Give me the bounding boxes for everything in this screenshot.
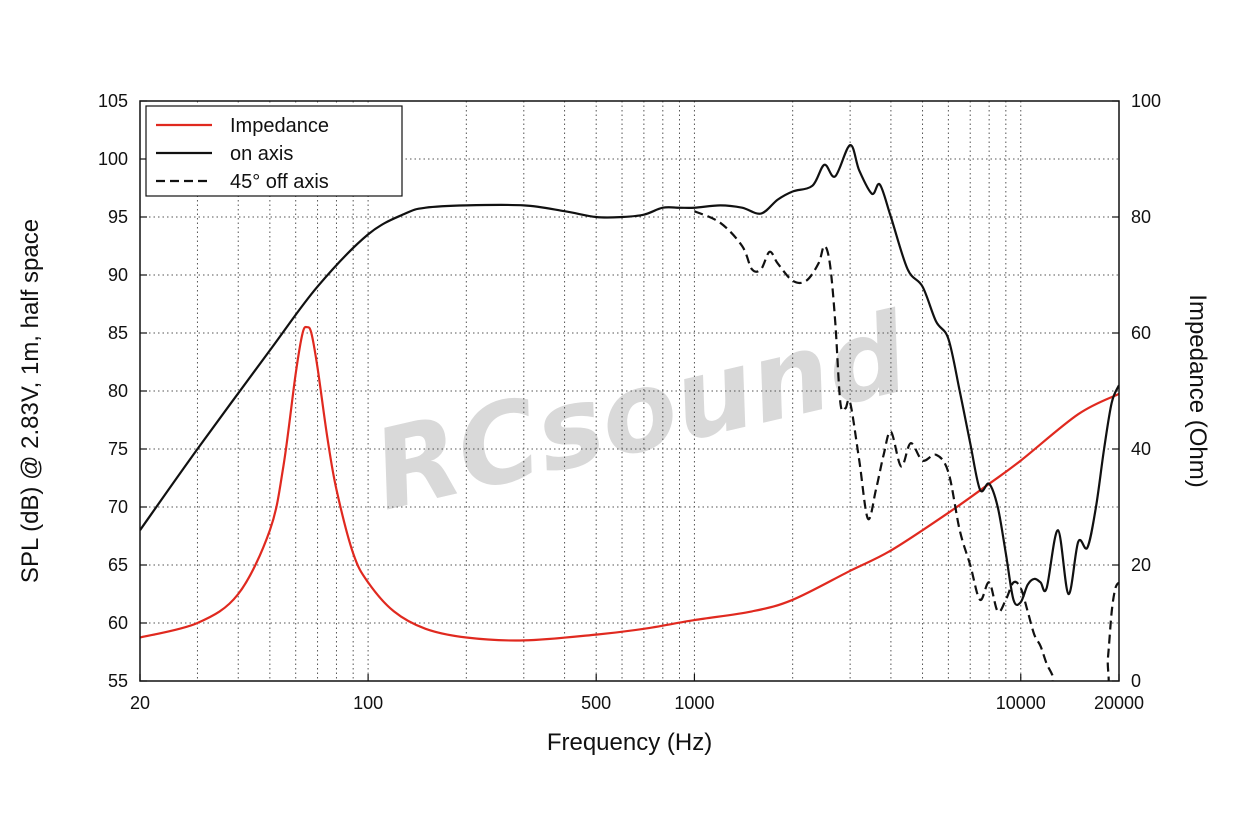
x-tick-label-0: 20: [130, 693, 150, 713]
y-tick-label-8: 65: [108, 555, 128, 575]
legend-label-2: 45° off axis: [230, 171, 329, 193]
y-tick-label-1: 100: [98, 149, 128, 169]
x-tick-label-1: 100: [353, 693, 383, 713]
x-tick-label-4: 10000: [996, 693, 1046, 713]
legend-label-0: Impedance: [230, 115, 329, 137]
series-line-2: [693, 210, 1119, 681]
plot-lines: [140, 143, 1119, 681]
y-tick-label-10: 55: [108, 671, 128, 691]
y2-tick-label-4: 20: [1131, 555, 1151, 575]
legend-label-1: on axis: [230, 143, 293, 165]
watermark-text: RCsound: [362, 288, 920, 535]
y-tick-label-4: 85: [108, 323, 128, 343]
watermark: RCsound: [362, 288, 920, 535]
y2-tick-label-1: 80: [1131, 207, 1151, 227]
y-tick-label-0: 105: [98, 91, 128, 111]
x-tick-label-3: 1000: [674, 693, 714, 713]
y2-tick-label-3: 40: [1131, 439, 1151, 459]
y-tick-label-3: 90: [108, 265, 128, 285]
y2-tick-label-2: 60: [1131, 323, 1151, 343]
y2-axis-label: Impedance (Ohm): [1184, 294, 1211, 487]
y-tick-label-7: 70: [108, 497, 128, 517]
y-tick-label-6: 75: [108, 439, 128, 459]
y2-tick-label-5: 0: [1131, 671, 1141, 691]
y-axis-label: SPL (dB) @ 2.83V, 1m, half space: [17, 219, 44, 583]
y2-tick-label-0: 100: [1131, 91, 1161, 111]
y-tick-label-2: 95: [108, 207, 128, 227]
legend: Impedance on axis 45° off axis: [145, 105, 403, 197]
series-line-0: [140, 325, 1119, 642]
series-line-1: [140, 143, 1119, 607]
y-tick-label-5: 80: [108, 381, 128, 401]
ticks: 20 100 500 1000 10000 20000105100959085807570…: [98, 91, 1161, 713]
x-tick-label-2: 500: [581, 693, 611, 713]
y-tick-label-9: 60: [108, 613, 128, 633]
x-axis-label: Frequency (Hz): [547, 729, 712, 756]
x-tick-label-5: 20000: [1094, 693, 1144, 713]
